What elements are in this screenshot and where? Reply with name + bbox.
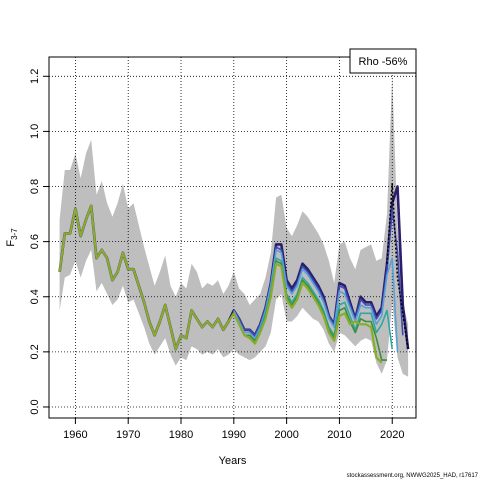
- x-tick-label: 1990: [222, 429, 246, 441]
- series-line-2: [233, 207, 404, 337]
- series-line-6: [58, 204, 383, 364]
- y-axis-title-main: F: [5, 240, 17, 247]
- y-axis-title-subscript: 3-7: [10, 228, 19, 240]
- x-tick-label: 2010: [327, 429, 351, 441]
- y-axis-title: F3-7: [5, 228, 19, 247]
- confidence-band: [59, 76, 409, 377]
- x-tick-label: 2020: [380, 429, 404, 441]
- series-layer: [58, 183, 410, 364]
- series-line-3: [233, 249, 399, 352]
- y-tick-label: 0.2: [29, 344, 41, 359]
- x-tick-label: 2000: [274, 429, 298, 441]
- legend: Rho -56%: [349, 48, 417, 74]
- legend-rho-text: Rho -56%: [359, 56, 408, 68]
- legend-box: [349, 48, 417, 74]
- y-tick-label: 1.0: [29, 124, 41, 139]
- y-tick-label: 1.2: [29, 69, 41, 84]
- y-tick-label: 0.4: [29, 289, 41, 304]
- y-tick-label: 0.6: [29, 234, 41, 249]
- footer-source-text: stockassessment.org, NWWG2025_HAD, r1761…: [347, 473, 479, 479]
- y-tick-label: 0.8: [29, 179, 41, 194]
- x-tick-label: 1970: [116, 429, 140, 441]
- x-axis: 1960 1970 1980 1990 2000 2010 2020: [63, 417, 404, 441]
- x-tick-label: 1980: [169, 429, 193, 441]
- series-line-dotted: [386, 183, 409, 350]
- x-tick-label: 1960: [63, 429, 87, 441]
- confidence-band-layer: [59, 76, 409, 377]
- x-axis-title: Years: [219, 455, 247, 467]
- y-tick-label: 0.0: [29, 399, 41, 414]
- y-axis: 0.0 0.2 0.4 0.6 0.8 1.0 1.2: [29, 69, 50, 415]
- grid-layer: [49, 57, 416, 418]
